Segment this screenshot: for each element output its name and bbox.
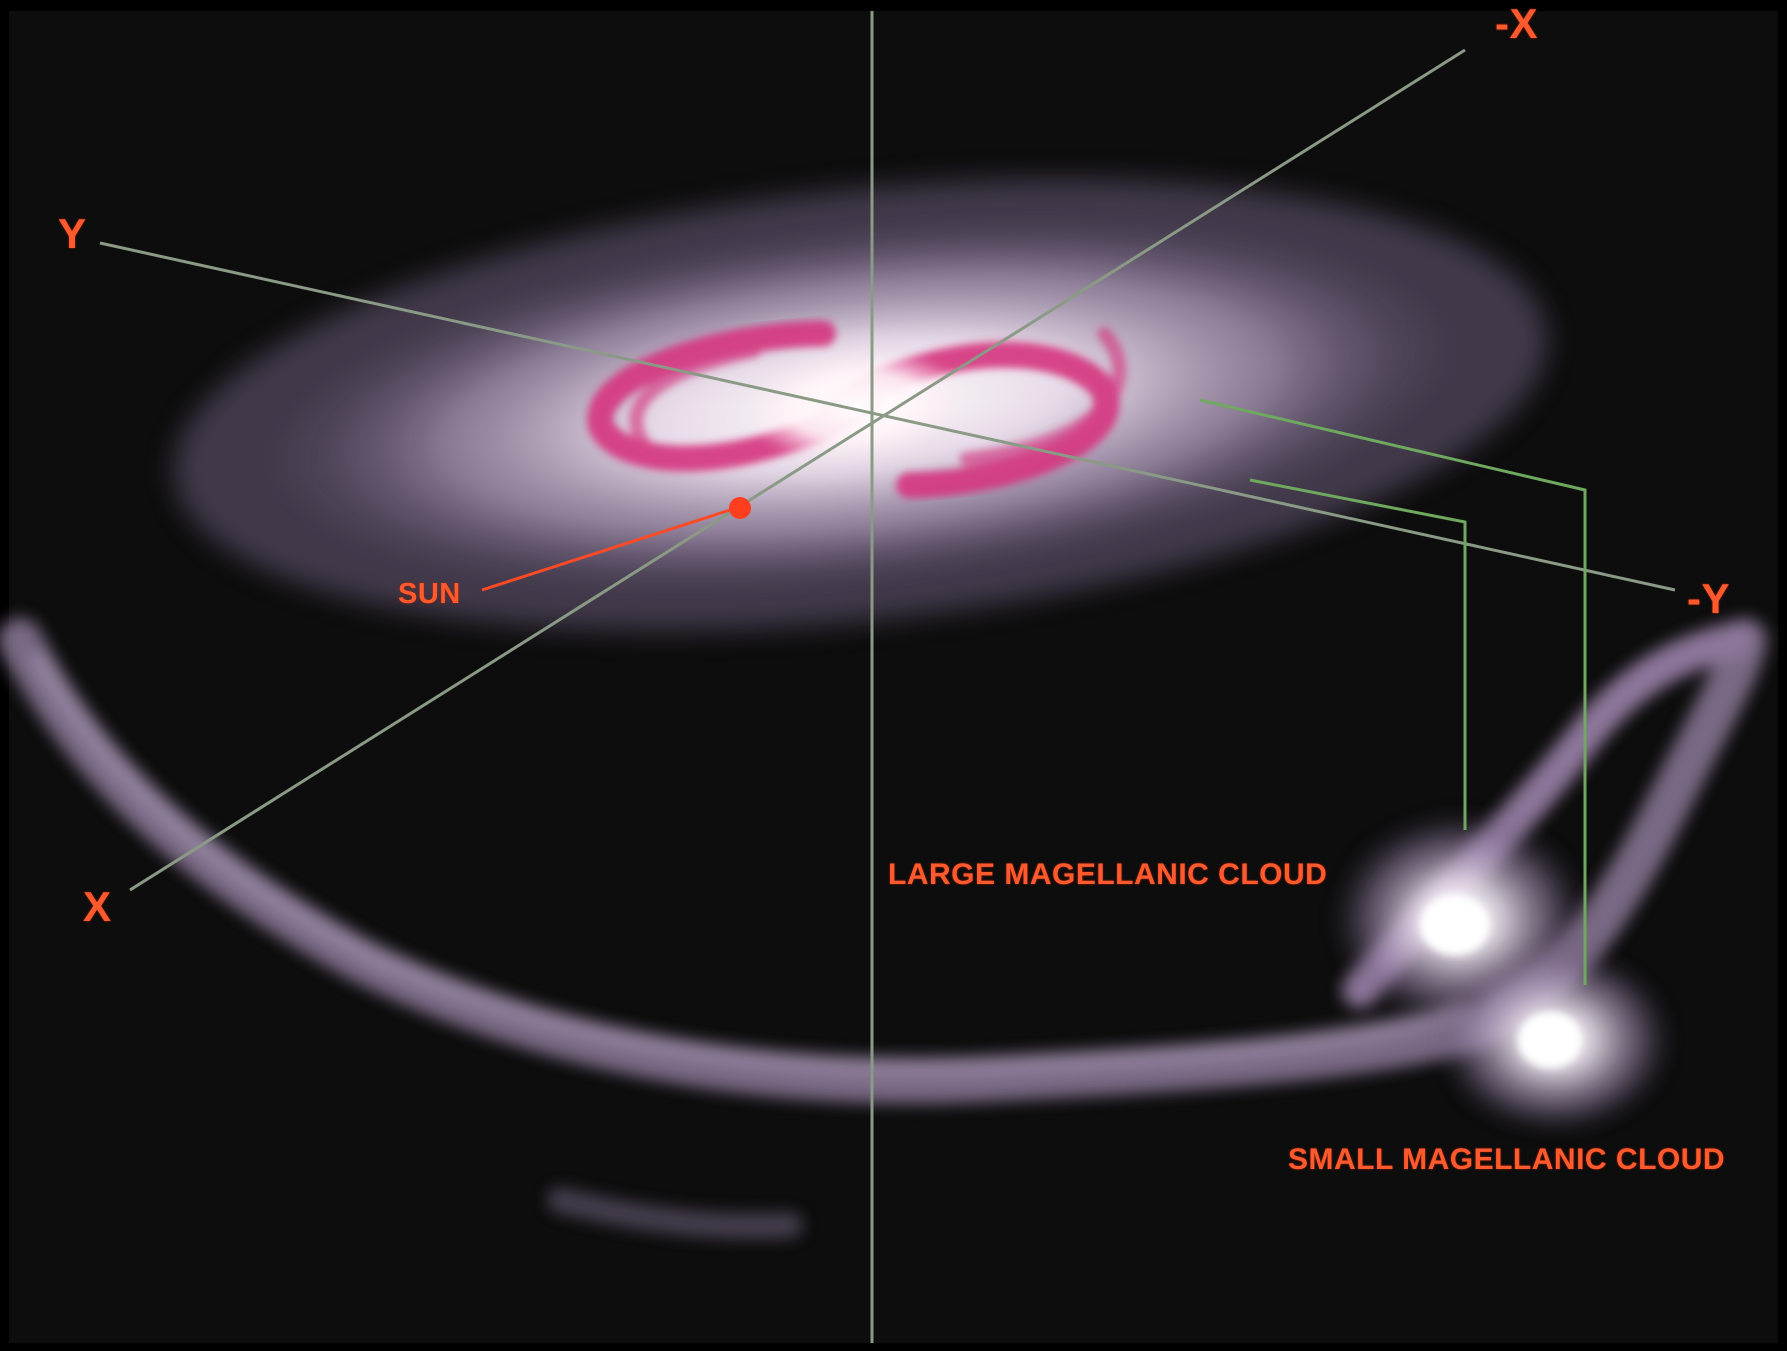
x-axis-line — [129, 48, 1466, 892]
y-axis-line — [99, 241, 1676, 592]
sun-dot — [729, 497, 751, 519]
lmc-label: LARGE MAGELLANIC CLOUD — [888, 858, 1328, 891]
milky-way-galaxy — [173, 179, 1548, 631]
smc-label: SMALL MAGELLANIC CLOUD — [1288, 1143, 1726, 1176]
y-axis-positive-label: Y — [58, 210, 87, 257]
cloud-pointers — [1199, 398, 1587, 985]
coordinate-axes — [99, 11, 1676, 1343]
x-axis-negative-label: -X — [1495, 0, 1538, 47]
lmc-pointer-line — [1249, 478, 1467, 830]
small-magellanic-cloud — [1435, 945, 1675, 1135]
sun-marker — [481, 497, 751, 592]
y-axis-negative-label: -Y — [1687, 575, 1730, 622]
sun-label: SUN — [398, 578, 461, 610]
smc-pointer-line — [1199, 398, 1587, 985]
x-axis-positive-label: X — [83, 883, 112, 930]
